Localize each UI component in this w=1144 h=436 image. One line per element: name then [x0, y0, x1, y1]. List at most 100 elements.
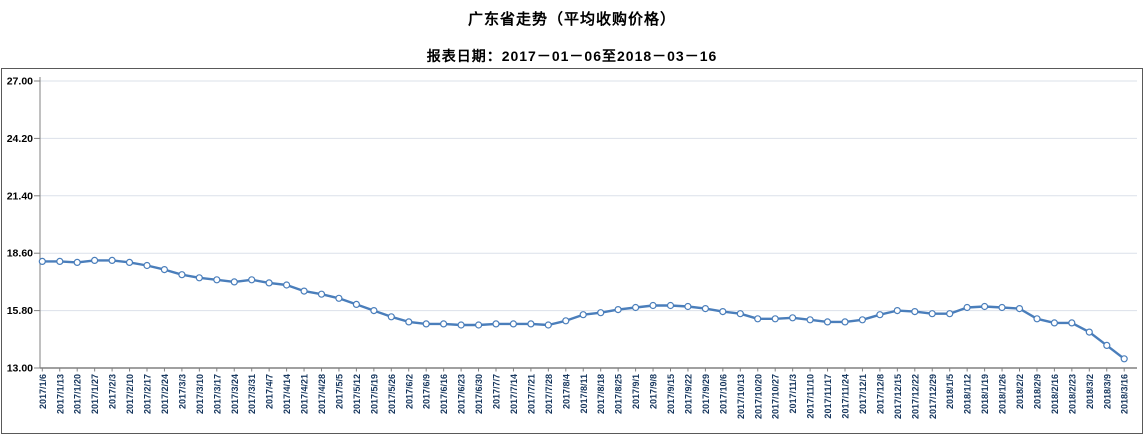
data-point-marker	[1085, 328, 1093, 336]
data-point-marker	[614, 306, 622, 314]
x-axis-label: 2017/5/5	[334, 374, 344, 409]
y-axis-label: 18.60	[7, 248, 33, 260]
data-point-marker	[73, 258, 81, 266]
data-point-marker	[248, 276, 256, 284]
data-point-marker	[335, 294, 343, 302]
report-title: 广东省走势（平均收购价格）	[467, 11, 676, 28]
x-axis-label: 2017/4/28	[317, 374, 327, 414]
x-axis-label: 2017/11/3	[788, 374, 798, 414]
data-point-marker	[963, 303, 971, 312]
x-axis-label: 2017/10/20	[753, 374, 763, 419]
x-axis-label: 2018/2/23	[1067, 374, 1077, 414]
data-point-marker	[946, 310, 954, 318]
x-axis-label: 2018/2/9	[1032, 374, 1042, 409]
x-axis-label: 2017/3/24	[230, 374, 240, 414]
y-axis-label: 15.80	[7, 305, 33, 317]
data-point-marker	[980, 302, 989, 311]
data-point-marker	[806, 316, 814, 324]
x-axis-label: 2018/1/19	[980, 374, 990, 414]
data-point-marker	[754, 315, 762, 323]
x-axis-label: 2017/5/19	[369, 374, 379, 414]
data-point-marker	[300, 287, 308, 295]
data-point-marker	[719, 308, 727, 316]
data-point-marker	[788, 314, 797, 322]
data-point-marker	[317, 290, 326, 298]
data-point-marker	[457, 321, 465, 329]
x-axis-label: 2017/9/8	[649, 374, 659, 409]
x-axis-label: 2017/9/22	[683, 374, 693, 414]
data-point-marker	[597, 309, 605, 317]
x-axis-label: 2017/6/23	[457, 374, 467, 414]
y-axis-label: 27.00	[7, 76, 33, 88]
x-axis-label: 2017/7/21	[526, 374, 536, 414]
x-axis-label: 2017/5/12	[352, 374, 362, 414]
data-point-marker	[841, 318, 849, 326]
x-axis-label: 2017/6/2	[404, 374, 414, 409]
x-axis-label: 2018/3/2	[1085, 374, 1095, 409]
x-axis-label: 2017/12/29	[928, 374, 938, 419]
x-axis-label: 2018/2/16	[1050, 374, 1060, 414]
x-axis-label: 2018/1/12	[963, 374, 973, 414]
chart-panel: 27.00 24.20 21.40 18.60 15.80 13.00 2017/1/6 20…	[1, 68, 1143, 434]
x-axis-label: 2017/2/24	[160, 374, 170, 414]
data-point-marker	[160, 266, 168, 274]
x-axis-label: 2017/10/27	[771, 374, 781, 419]
y-axis-label: 24.20	[7, 133, 33, 145]
data-point-marker	[579, 311, 587, 319]
x-axis-label: 2017/8/18	[596, 374, 606, 414]
data-point-marker	[387, 313, 395, 321]
x-axis-label: 2017/11/17	[823, 374, 833, 419]
data-point-marker	[509, 320, 517, 328]
x-axis-label: 2018/1/26	[998, 374, 1008, 414]
x-axis-label: 2018/3/9	[1102, 374, 1112, 409]
price-line	[41, 259, 1126, 360]
x-axis-label: 2017/12/15	[893, 374, 903, 419]
data-point-marker	[265, 279, 273, 287]
x-axis-label: 2017/1/6	[38, 374, 48, 409]
x-axis-label: 2017/8/11	[579, 374, 589, 414]
data-point-marker	[370, 307, 378, 315]
x-axis-label: 2017/5/26	[387, 374, 397, 414]
x-axis-label: 2017/8/25	[614, 374, 624, 414]
x-axis-label: 2017/11/10	[806, 374, 816, 419]
x-axis-label: 2017/10/6	[718, 374, 728, 414]
data-point-marker	[736, 310, 744, 318]
data-point-marker	[544, 321, 552, 329]
data-point-marker	[649, 301, 657, 310]
data-point-marker	[893, 307, 901, 315]
x-axis-label: 2017/8/4	[561, 374, 571, 409]
x-axis-label: 2017/1/27	[90, 374, 100, 414]
x-axis-label: 2017/3/3	[177, 374, 187, 409]
x-axis-label: 2018/2/2	[1015, 374, 1025, 409]
data-point-marker	[108, 256, 116, 264]
data-point-marker	[684, 302, 692, 311]
x-axis-label: 2017/9/1	[631, 374, 641, 409]
x-axis-label: 2017/9/15	[666, 374, 676, 414]
x-axis-label: 2017/4/7	[265, 374, 275, 409]
data-point-marker	[666, 301, 675, 310]
data-point-marker	[858, 316, 867, 324]
x-axis-label: 2017/12/22	[910, 374, 920, 419]
data-point-marker	[1103, 341, 1111, 349]
x-axis-label: 2017/6/30	[474, 374, 484, 414]
data-point-marker	[1068, 319, 1076, 327]
data-point-marker	[701, 305, 710, 313]
x-axis-label: 2017/1/20	[73, 374, 83, 414]
data-point-marker	[631, 303, 640, 312]
y-axis-label: 13.00	[7, 363, 33, 375]
data-point-marker	[90, 256, 99, 264]
data-point-marker	[1033, 315, 1041, 323]
x-axis-label: 2017/3/17	[212, 374, 222, 414]
data-point-marker	[352, 300, 360, 308]
x-axis-label: 2017/7/28	[544, 374, 554, 414]
data-point-marker	[1015, 305, 1024, 313]
data-point-marker	[492, 320, 500, 328]
data-point-marker	[283, 281, 291, 289]
chart-header: 广东省走势（平均收购价格） 报表日期：2017－01－06至2018－03－16	[0, 0, 1144, 66]
x-axis-label: 2017/12/1	[858, 374, 868, 414]
x-axis-label: 2017/3/31	[247, 374, 257, 414]
y-axis-label: 21.40	[7, 190, 33, 202]
data-point-marker	[125, 258, 134, 266]
x-axis-label: 2017/6/16	[439, 374, 449, 414]
data-point-marker	[475, 321, 483, 329]
